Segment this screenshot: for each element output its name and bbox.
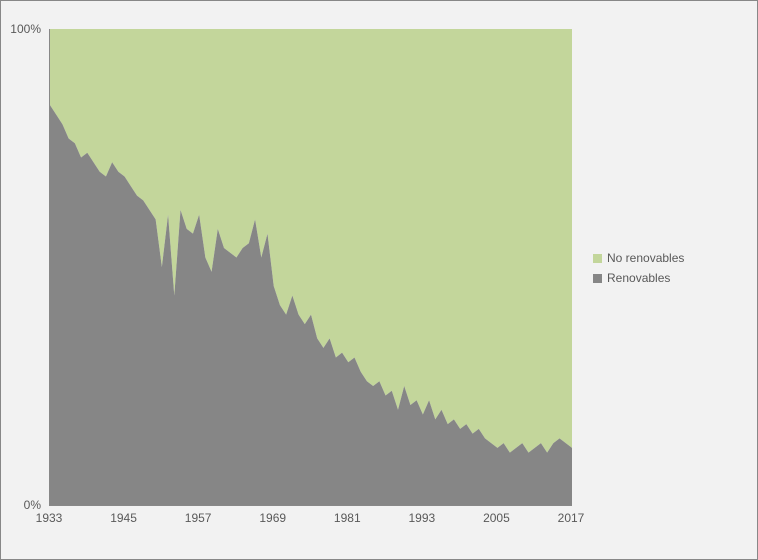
x-axis: 19331945195719691981199320052017 [49, 507, 571, 531]
x-tick-label: 1981 [334, 511, 361, 525]
x-tick-label: 1945 [110, 511, 137, 525]
y-tick-label: 100% [10, 22, 41, 36]
legend: No renovables Renovables [593, 251, 684, 285]
legend-swatch [593, 274, 602, 283]
legend-swatch [593, 254, 602, 263]
legend-item-no_renovables: No renovables [593, 251, 684, 265]
legend-label: Renovables [607, 271, 670, 285]
y-tick-label: 0% [24, 498, 41, 512]
x-tick-label: 2005 [483, 511, 510, 525]
x-tick-label: 1969 [259, 511, 286, 525]
y-axis: 0%100% [11, 29, 45, 505]
x-tick-label: 1993 [408, 511, 435, 525]
x-tick-label: 2017 [558, 511, 585, 525]
plot-area [49, 29, 572, 506]
x-tick-label: 1933 [36, 511, 63, 525]
x-tick-label: 1957 [185, 511, 212, 525]
legend-label: No renovables [607, 251, 684, 265]
chart-frame: 0%100% 19331945195719691981199320052017 … [0, 0, 758, 560]
legend-item-renovables: Renovables [593, 271, 684, 285]
area-svg [50, 29, 572, 505]
